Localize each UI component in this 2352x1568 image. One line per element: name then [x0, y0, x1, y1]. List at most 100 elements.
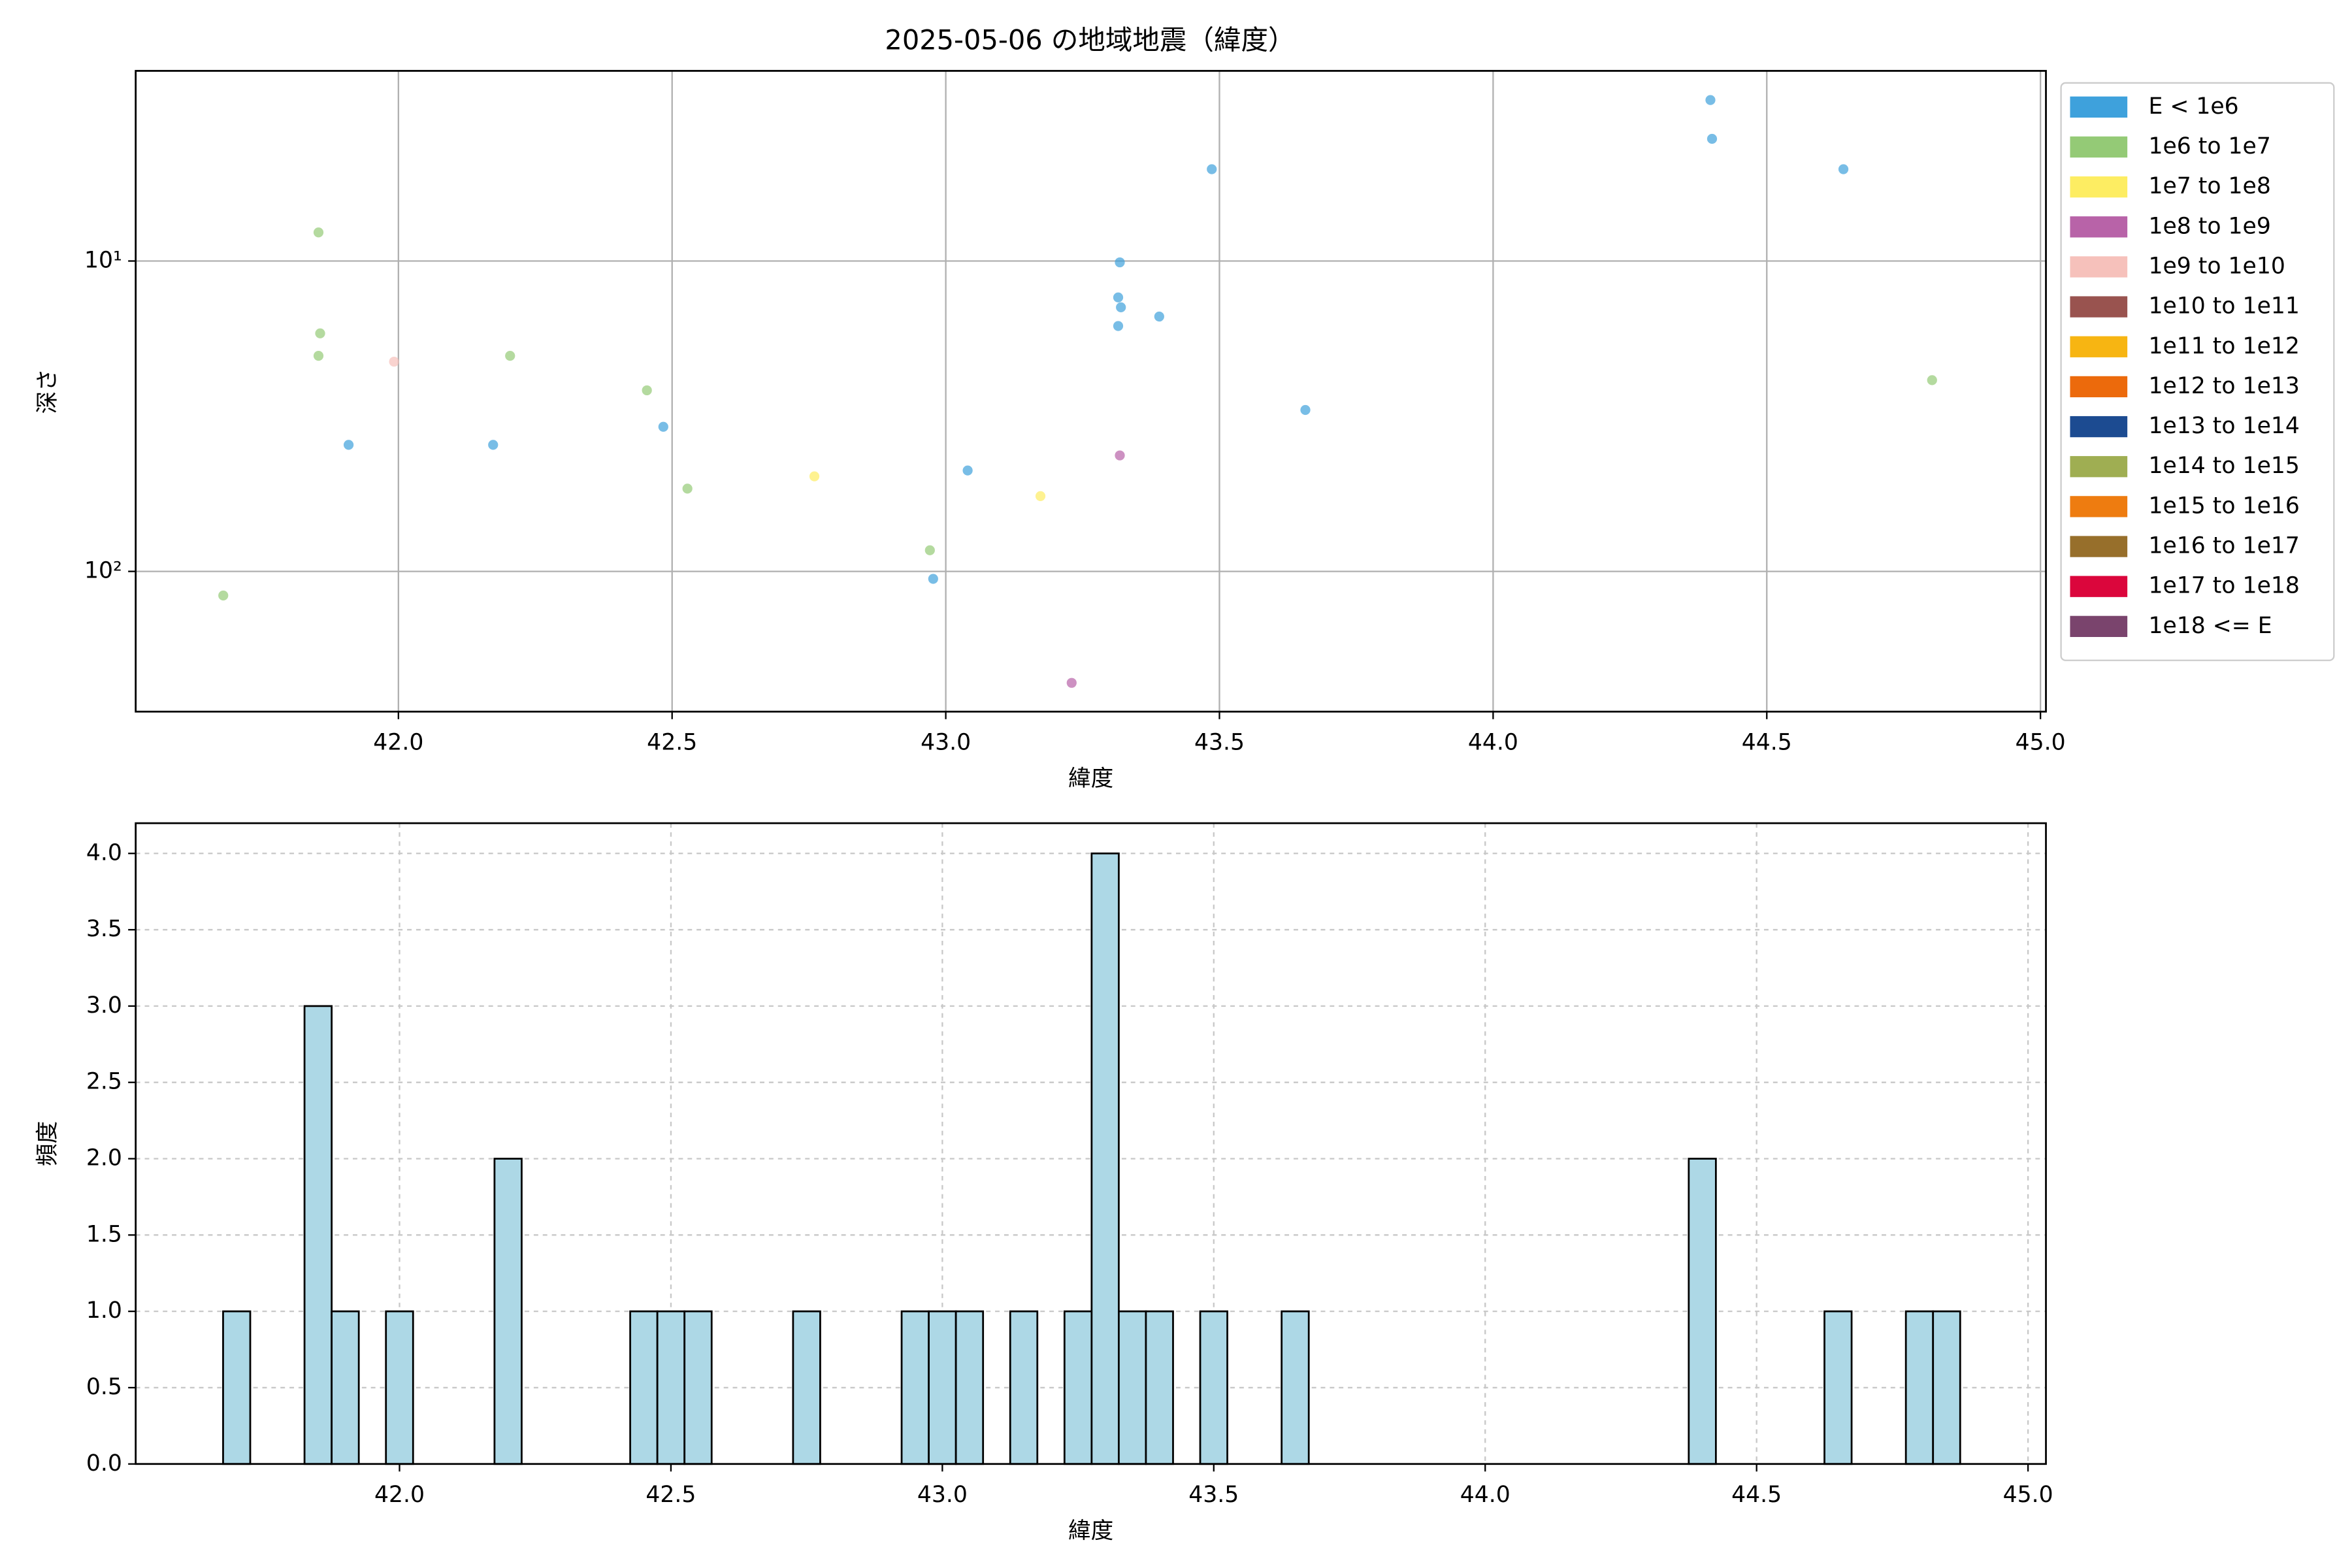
- histogram-bar: [493, 1158, 523, 1465]
- legend-label: E < 1e6: [2148, 93, 2238, 120]
- legend-label: 1e14 to 1e15: [2148, 453, 2299, 479]
- scatter-point: [1116, 302, 1126, 313]
- histogram-bar: [1199, 1310, 1228, 1465]
- legend-swatch: [2070, 536, 2128, 557]
- x-tick-label: 45.0: [2016, 730, 2066, 756]
- histogram-bar: [1823, 1310, 1853, 1465]
- legend-label: 1e11 to 1e12: [2148, 333, 2299, 359]
- x-tick-label: 44.0: [1468, 730, 1518, 756]
- histogram-bar: [1009, 1310, 1039, 1465]
- y-tick-label: 0.5: [86, 1374, 122, 1400]
- scatter-point: [1838, 164, 1849, 174]
- histogram-bar: [1063, 1310, 1093, 1465]
- legend-swatch: [2070, 176, 2128, 198]
- scatter-point: [924, 545, 935, 555]
- legend-swatch: [2070, 96, 2128, 118]
- legend-swatch: [2070, 136, 2128, 158]
- legend-label: 1e9 to 1e10: [2148, 253, 2285, 279]
- histogram-bar: [303, 1005, 333, 1465]
- y-tick-label: 1.5: [86, 1221, 122, 1247]
- legend-label: 1e16 to 1e17: [2148, 533, 2299, 559]
- scatter-point: [488, 440, 498, 450]
- scatter-point: [1927, 375, 1937, 385]
- scatter-point: [809, 471, 820, 482]
- histogram-bar: [629, 1310, 659, 1465]
- legend-swatch: [2070, 256, 2128, 278]
- legend-swatch: [2070, 216, 2128, 238]
- y-tick-label: 2.0: [86, 1145, 122, 1171]
- scatter-point: [658, 421, 668, 432]
- legend-label: 1e15 to 1e16: [2148, 493, 2299, 519]
- scatter-point: [1066, 678, 1077, 688]
- scatter-point: [642, 385, 652, 396]
- histogram-bar: [955, 1310, 985, 1465]
- x-tick-label: 44.5: [1731, 1482, 1782, 1508]
- scatter-point: [1707, 133, 1718, 144]
- y-axis-label: 頻度: [35, 1121, 61, 1166]
- legend-label: 1e6 to 1e7: [2148, 133, 2270, 159]
- legend-swatch: [2070, 456, 2128, 478]
- scatter-point: [1113, 292, 1124, 302]
- y-tick-label: 10²: [84, 558, 122, 584]
- legend-label: 1e18 <= E: [2148, 613, 2272, 639]
- x-tick-label: 42.0: [373, 730, 423, 756]
- legend-label: 1e13 to 1e14: [2148, 413, 2299, 439]
- scatter-point: [505, 350, 515, 361]
- scatter-point: [1300, 404, 1311, 416]
- legend-swatch: [2070, 296, 2128, 318]
- scatter-point: [928, 574, 938, 584]
- histogram-bar: [1688, 1158, 1717, 1465]
- x-tick-label: 43.5: [1188, 1482, 1239, 1508]
- scatter-point: [218, 590, 229, 601]
- y-tick-label: 0.0: [86, 1450, 122, 1477]
- x-tick-label: 45.0: [2003, 1482, 2053, 1508]
- histogram-bar: [1090, 852, 1120, 1465]
- histogram-bar: [656, 1310, 686, 1465]
- legend-swatch: [2070, 416, 2128, 438]
- x-tick-label: 42.5: [645, 1482, 696, 1508]
- scatter-point: [682, 483, 693, 494]
- scatter-point: [1705, 95, 1716, 105]
- legend-label: 1e12 to 1e13: [2148, 373, 2299, 399]
- x-axis-label: 緯度: [1068, 766, 1113, 792]
- scatter-point: [1207, 164, 1217, 174]
- x-axis-label: 緯度: [1068, 1518, 1113, 1544]
- scatter-point: [389, 356, 399, 367]
- y-tick-label: 4.0: [86, 840, 122, 866]
- histogram-bar: [1932, 1310, 1961, 1465]
- histogram-bar: [1281, 1310, 1310, 1465]
- y-axis-label: 深さ: [35, 368, 61, 414]
- x-tick-label: 43.0: [921, 730, 971, 756]
- legend-swatch: [2070, 496, 2128, 517]
- scatter-point: [315, 328, 325, 338]
- histogram-bar: [1904, 1310, 1935, 1465]
- histogram-bar: [1118, 1310, 1147, 1465]
- legend-label: 1e10 to 1e11: [2148, 293, 2299, 319]
- y-tick-label: 10¹: [84, 248, 122, 274]
- scatter-point: [313, 350, 324, 361]
- x-tick-label: 44.5: [1742, 730, 1792, 756]
- histogram-bar: [331, 1310, 360, 1465]
- axes-frame: [135, 70, 2047, 713]
- legend-swatch: [2070, 376, 2128, 398]
- y-tick-label: 2.5: [86, 1069, 122, 1095]
- histogram-bar: [1145, 1310, 1174, 1465]
- y-tick-label: 1.0: [86, 1298, 122, 1324]
- legend-swatch: [2070, 576, 2128, 597]
- x-tick-label: 42.5: [647, 730, 697, 756]
- y-tick-label: 3.0: [86, 992, 122, 1019]
- scatter-point: [1113, 321, 1124, 331]
- histogram-bar: [222, 1310, 252, 1465]
- x-tick-label: 42.0: [374, 1482, 425, 1508]
- x-tick-label: 44.0: [1460, 1482, 1511, 1508]
- legend-swatch: [2070, 615, 2128, 637]
- histogram-bar: [385, 1310, 414, 1465]
- x-tick-label: 43.0: [917, 1482, 968, 1508]
- legend-box: [2060, 82, 2335, 661]
- legend-label: 1e8 to 1e9: [2148, 213, 2270, 239]
- histogram-bar: [928, 1310, 957, 1465]
- scatter-point: [313, 227, 324, 238]
- histogram-bar: [792, 1310, 821, 1465]
